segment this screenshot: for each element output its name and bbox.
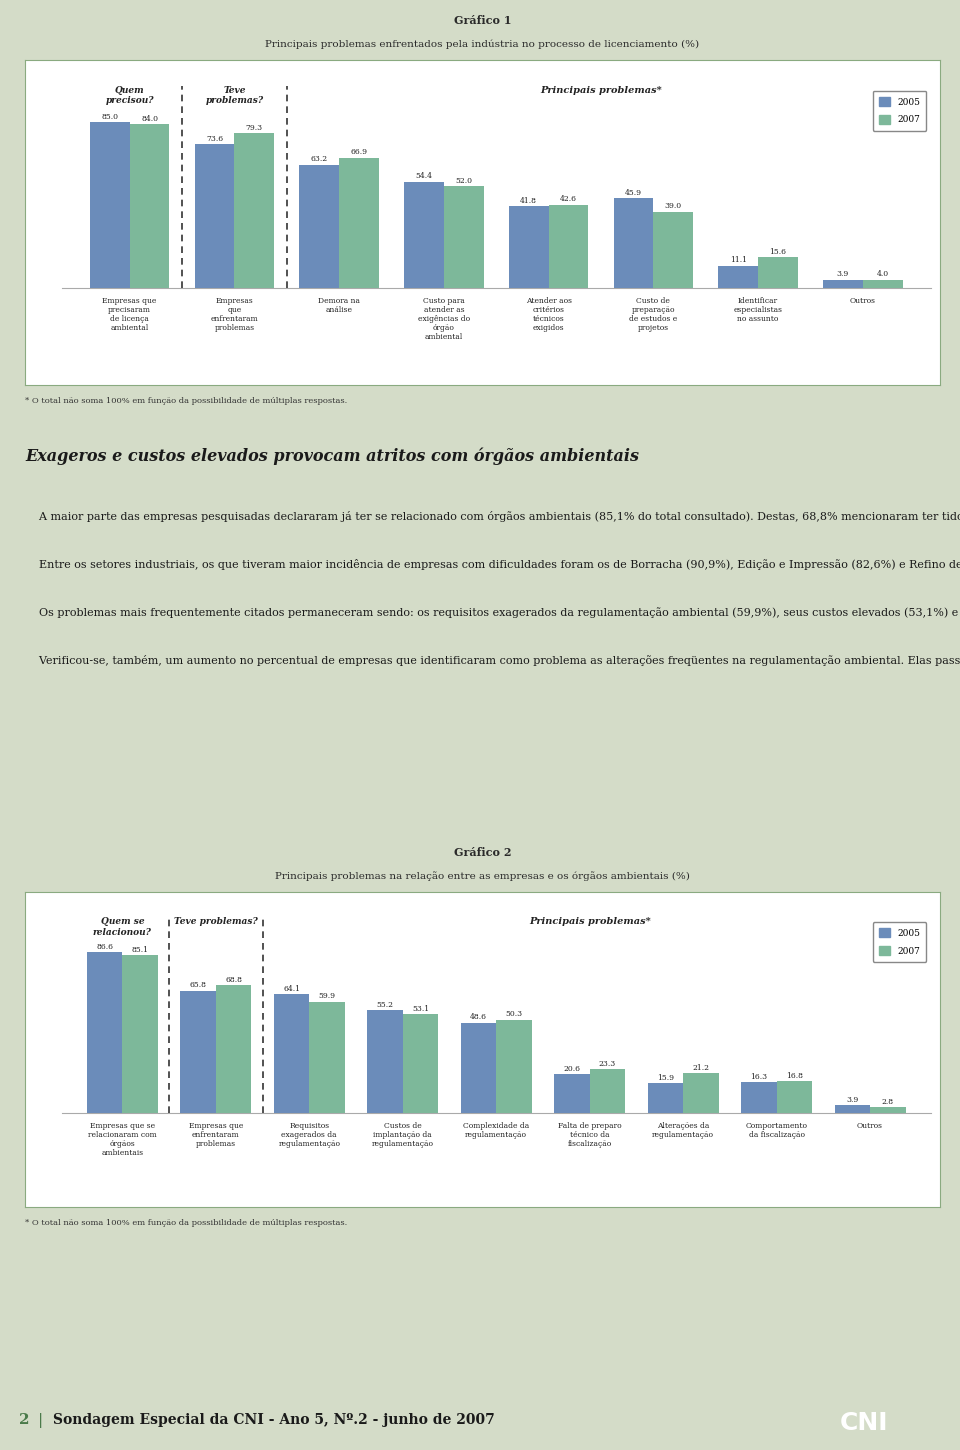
Text: Principais problemas na relação entre as empresas e os órgãos ambientais (%): Principais problemas na relação entre as… — [276, 871, 690, 882]
Text: Verificou-se, também, um aumento no percentual de empresas que identificaram com: Verificou-se, também, um aumento no perc… — [25, 655, 960, 666]
Text: * O total não soma 100% em função da possibilidade de múltiplas respostas.: * O total não soma 100% em função da pos… — [25, 397, 348, 405]
Text: A maior parte das empresas pesquisadas declararam já ter se relacionado com órgã: A maior parte das empresas pesquisadas d… — [25, 510, 960, 522]
Text: * O total não soma 100% em função da possibilidade de múltiplas respostas.: * O total não soma 100% em função da pos… — [25, 1219, 348, 1227]
Text: Gráfico 2: Gráfico 2 — [454, 847, 512, 858]
Text: Exageros e custos elevados provocam atritos com órgãos ambientais: Exageros e custos elevados provocam atri… — [25, 447, 639, 464]
Text: |: | — [38, 1412, 43, 1427]
Text: 2: 2 — [19, 1412, 30, 1427]
Text: CNI: CNI — [840, 1411, 888, 1434]
Text: Gráfico 1: Gráfico 1 — [454, 14, 512, 26]
Text: Entre os setores industriais, os que tiveram maior incidência de empresas com di: Entre os setores industriais, os que tiv… — [25, 558, 960, 570]
Text: Principais problemas enfrentados pela indústria no processo de licenciamento (%): Principais problemas enfrentados pela in… — [265, 39, 700, 49]
Text: Sondagem Especial da CNI - Ano 5, Nº.2 - junho de 2007: Sondagem Especial da CNI - Ano 5, Nº.2 -… — [53, 1412, 494, 1427]
Text: Os problemas mais frequentemente citados permaneceram sendo: os requisitos exage: Os problemas mais frequentemente citados… — [25, 606, 960, 618]
